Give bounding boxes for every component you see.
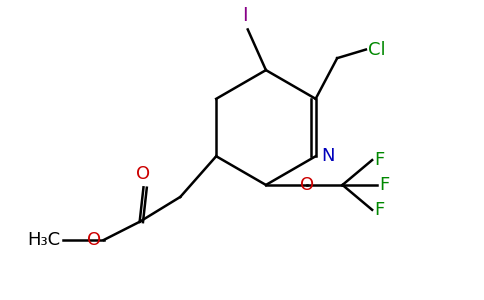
Text: O: O (136, 164, 151, 182)
Text: O: O (87, 231, 101, 249)
Text: F: F (379, 176, 390, 194)
Text: H₃C: H₃C (28, 231, 60, 249)
Text: F: F (375, 151, 385, 169)
Text: I: I (242, 6, 248, 25)
Text: F: F (375, 201, 385, 219)
Text: O: O (300, 176, 314, 194)
Text: Cl: Cl (368, 40, 386, 58)
Text: N: N (321, 147, 335, 165)
